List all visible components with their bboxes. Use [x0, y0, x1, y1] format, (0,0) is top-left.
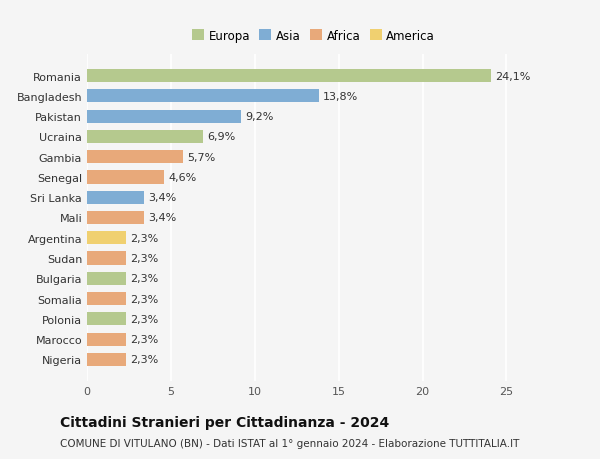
Bar	[87, 272, 125, 285]
Bar	[87, 90, 319, 103]
Text: 2,3%: 2,3%	[130, 334, 158, 344]
Bar	[87, 292, 125, 306]
Bar	[87, 353, 125, 366]
Text: 4,6%: 4,6%	[169, 173, 197, 183]
Text: 3,4%: 3,4%	[148, 193, 176, 203]
Text: 2,3%: 2,3%	[130, 314, 158, 324]
Text: 24,1%: 24,1%	[496, 72, 531, 81]
Bar	[87, 252, 125, 265]
Text: 5,7%: 5,7%	[187, 152, 215, 162]
Bar	[87, 130, 203, 144]
Text: 2,3%: 2,3%	[130, 294, 158, 304]
Bar	[87, 151, 182, 164]
Bar	[87, 70, 491, 83]
Bar	[87, 110, 241, 123]
Text: 2,3%: 2,3%	[130, 355, 158, 364]
Bar	[87, 212, 144, 224]
Bar	[87, 191, 144, 204]
Text: 13,8%: 13,8%	[323, 92, 358, 102]
Text: COMUNE DI VITULANO (BN) - Dati ISTAT al 1° gennaio 2024 - Elaborazione TUTTITALI: COMUNE DI VITULANO (BN) - Dati ISTAT al …	[60, 438, 520, 448]
Legend: Europa, Asia, Africa, America: Europa, Asia, Africa, America	[192, 30, 435, 43]
Bar	[87, 313, 125, 326]
Bar	[87, 171, 164, 184]
Text: 9,2%: 9,2%	[245, 112, 274, 122]
Bar	[87, 333, 125, 346]
Bar	[87, 232, 125, 245]
Text: 2,3%: 2,3%	[130, 233, 158, 243]
Text: 2,3%: 2,3%	[130, 274, 158, 284]
Text: 2,3%: 2,3%	[130, 253, 158, 263]
Text: 3,4%: 3,4%	[148, 213, 176, 223]
Text: 6,9%: 6,9%	[207, 132, 235, 142]
Text: Cittadini Stranieri per Cittadinanza - 2024: Cittadini Stranieri per Cittadinanza - 2…	[60, 415, 389, 429]
